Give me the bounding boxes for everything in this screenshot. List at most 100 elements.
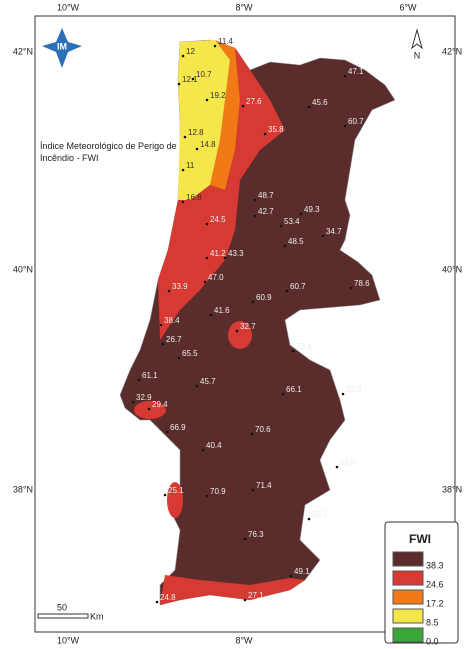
- station-dot: [165, 430, 169, 434]
- station-dot: [205, 222, 209, 226]
- station-value: 11.4: [218, 37, 234, 46]
- station-value: 12.8: [188, 128, 204, 137]
- legend-swatch: [392, 589, 424, 605]
- station-value: 70.6: [255, 425, 271, 434]
- station-dot: [191, 77, 195, 81]
- station-value: 47.0: [208, 273, 224, 282]
- station-value: 35.8: [268, 125, 284, 134]
- station-value: 40.4: [206, 441, 222, 450]
- station-value: 61.1: [142, 371, 158, 380]
- station-dot: [181, 200, 185, 204]
- zone-red-center: [228, 321, 252, 349]
- station-dot: [349, 286, 353, 290]
- legend-label: 24.6: [426, 579, 444, 589]
- logo: IM: [42, 28, 82, 68]
- station-value: 53.4: [284, 217, 300, 226]
- station-dot: [177, 356, 181, 360]
- station-value: 60.9: [256, 293, 272, 302]
- station-dot: [285, 289, 289, 293]
- station-dot: [263, 132, 267, 136]
- zone-yellow: [178, 40, 230, 200]
- station-dot: [243, 537, 247, 541]
- station-dot: [183, 135, 187, 139]
- station-value: 38.4: [164, 316, 180, 325]
- station-dot: [205, 256, 209, 260]
- station-value: 27.6: [246, 97, 262, 106]
- north-arrow: N: [411, 28, 423, 60]
- lon-label: 8°W: [235, 2, 253, 12]
- lat-label: 38°N: [442, 484, 462, 494]
- station-dot: [307, 517, 311, 521]
- station-value: 41.6: [214, 306, 230, 315]
- station-dot: [251, 300, 255, 304]
- station-value: 26.7: [166, 335, 182, 344]
- station-value: 45.6: [312, 98, 328, 107]
- station-dot: [341, 392, 345, 396]
- title: Índice Meteorológico de Perigo de Incênd…: [40, 141, 177, 163]
- station-value: 12.1: [182, 75, 198, 84]
- station-dot: [343, 74, 347, 78]
- logo-text: IM: [57, 41, 67, 51]
- station-value: 49.1: [294, 567, 310, 576]
- station-value: 60.7: [290, 282, 306, 291]
- station-dot: [250, 432, 254, 436]
- station-value: 60.7: [348, 117, 364, 126]
- station-dot: [181, 168, 185, 172]
- station-dot: [159, 323, 163, 327]
- scale-value: 50: [57, 602, 67, 612]
- station-value: 12: [186, 47, 195, 56]
- station-value: 48.7: [258, 191, 274, 200]
- scale-unit: Km: [90, 611, 104, 621]
- station-value: 24.8: [160, 593, 176, 602]
- station-dot: [195, 147, 199, 151]
- station-dot: [281, 392, 285, 396]
- legend-label: 38.3: [426, 560, 444, 570]
- station-dot: [307, 105, 311, 109]
- station-dot: [335, 465, 339, 469]
- station-dot: [343, 124, 347, 128]
- station-value: 24.5: [210, 215, 226, 224]
- station-dot: [223, 256, 227, 260]
- station-value: 10.7: [196, 70, 212, 79]
- station-value: 25.1: [168, 486, 184, 495]
- station-dot: [213, 44, 217, 48]
- station-value: 42.7: [258, 207, 274, 216]
- station-value: 70.9: [210, 487, 226, 496]
- station-dot: [321, 234, 325, 238]
- zone-red-south: [160, 575, 305, 605]
- north-label: N: [414, 50, 421, 60]
- legend-swatch: [392, 551, 424, 567]
- legend-title: FWI: [409, 532, 431, 546]
- station-dot: [155, 600, 159, 604]
- station-value: 14.8: [200, 140, 216, 149]
- zone-red-lisbon: [134, 401, 166, 419]
- station-value: 53.9: [346, 385, 362, 394]
- station-value: 11: [186, 161, 195, 170]
- legend-swatch: [392, 570, 424, 586]
- station-value: 73.4: [296, 342, 312, 351]
- station-dot: [299, 212, 303, 216]
- station-value: 32.9: [136, 393, 152, 402]
- zone-red-north: [158, 48, 285, 340]
- station-dot: [235, 329, 239, 333]
- station-dot: [251, 488, 255, 492]
- title-box: Índice Meteorológico de Perigo de Incênd…: [40, 141, 177, 163]
- station-dot: [137, 378, 141, 382]
- lon-label: 10°W: [57, 2, 80, 12]
- station-value: 27.1: [248, 591, 264, 600]
- zone-orange: [210, 40, 240, 190]
- station-value: 16.8: [186, 193, 202, 202]
- station-dot: [253, 214, 257, 218]
- station-dot: [177, 82, 181, 86]
- station-dot: [243, 598, 247, 602]
- station-value: 34.7: [326, 227, 342, 236]
- station-dot: [163, 493, 167, 497]
- lat-label: 38°N: [13, 484, 33, 494]
- station-dot: [195, 384, 199, 388]
- station-value: 33.9: [172, 282, 188, 291]
- station-value: 41.2: [210, 249, 226, 258]
- lat-label: 42°N: [442, 46, 462, 56]
- legend-label: 8.5: [426, 617, 439, 627]
- station-value: 78.6: [354, 279, 370, 288]
